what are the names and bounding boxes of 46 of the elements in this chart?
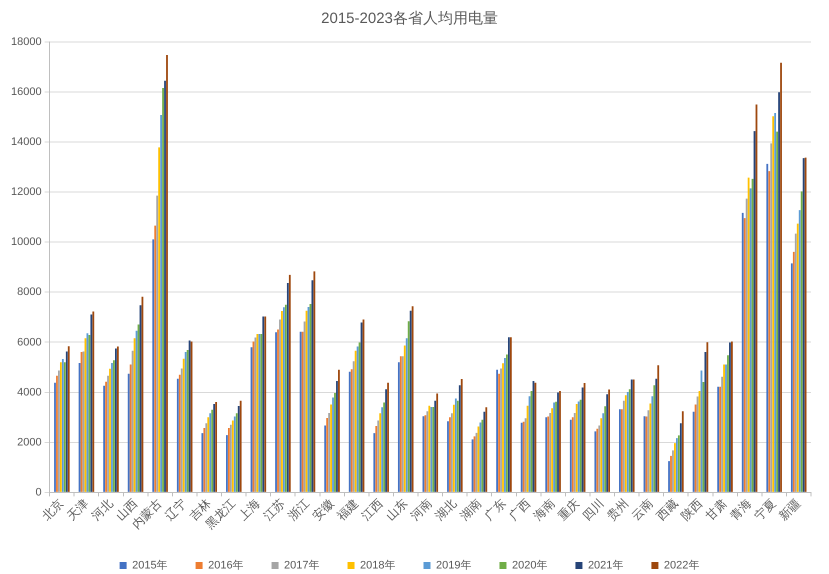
x-tick-label: 海南 (530, 496, 558, 523)
x-tick-label: 云南 (628, 496, 656, 523)
y-tick-label: 10000 (10, 236, 42, 248)
x-tick-label: 江西 (358, 496, 386, 523)
x-tick-label: 陕西 (678, 496, 705, 523)
y-tick-label: 4000 (17, 386, 42, 398)
legend-label: 2015年 (132, 560, 168, 572)
y-tick-label: 2000 (17, 436, 42, 448)
x-tick-label: 江苏 (260, 496, 288, 523)
chart-title: 2015-2023各省人均用电量 (321, 10, 498, 28)
y-tick-label: 0 (35, 486, 42, 498)
legend-label: 2018年 (360, 560, 396, 572)
y-tick-label: 18000 (10, 36, 42, 48)
x-tick-label: 天津 (64, 496, 91, 523)
x-tick-label: 甘肃 (702, 496, 730, 523)
x-tick-label: 贵州 (604, 496, 632, 523)
legend-label: 2017年 (284, 560, 320, 572)
x-tick-label: 上海 (236, 496, 263, 523)
legend-label: 2016年 (208, 560, 244, 572)
x-tick-label: 河北 (88, 496, 116, 523)
x-tick-label: 宁夏 (752, 496, 779, 523)
y-tick-label: 14000 (10, 136, 42, 148)
x-tick-label: 安徽 (310, 496, 337, 523)
x-tick-label: 福建 (334, 496, 362, 523)
x-tick-label: 重庆 (555, 496, 582, 523)
legend-label: 2020年 (512, 560, 548, 572)
x-tick-label: 湖南 (457, 496, 484, 523)
x-tick-label: 西藏 (654, 496, 680, 523)
y-tick-label: 16000 (10, 86, 42, 98)
x-tick-label: 四川 (580, 496, 607, 523)
x-tick-label: 湖北 (432, 496, 460, 523)
x-tick-label: 广西 (506, 496, 534, 523)
x-tick-label: 浙江 (285, 496, 312, 523)
x-tick-label: 新疆 (776, 496, 804, 523)
x-tick-label: 河南 (408, 496, 435, 523)
legend-label: 2019年 (436, 560, 472, 572)
legend-label: 2021年 (588, 560, 624, 572)
x-tick-label: 广东 (482, 496, 508, 523)
legend-label: 2022年 (664, 560, 700, 572)
y-tick-label: 12000 (10, 186, 42, 198)
x-tick-label: 山东 (383, 496, 410, 523)
x-tick-label: 北京 (39, 496, 66, 523)
x-tick-label: 青海 (727, 496, 754, 523)
y-tick-label: 6000 (17, 336, 42, 348)
x-tick-label: 辽宁 (162, 496, 190, 523)
y-tick-label: 8000 (17, 286, 42, 298)
